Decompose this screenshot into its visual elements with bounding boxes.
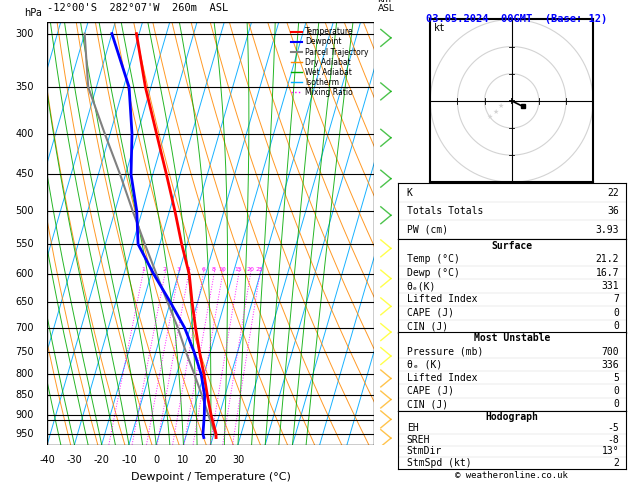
- Text: K: K: [407, 188, 413, 197]
- Text: 7: 7: [377, 133, 384, 143]
- Text: 2: 2: [163, 267, 167, 272]
- Text: 0: 0: [613, 321, 619, 331]
- Text: 750: 750: [16, 347, 34, 357]
- Text: EH: EH: [407, 423, 418, 433]
- Text: CAPE (J): CAPE (J): [407, 386, 454, 396]
- Text: 450: 450: [16, 170, 34, 179]
- Text: 0: 0: [613, 399, 619, 409]
- Text: 36: 36: [607, 206, 619, 216]
- Text: ★: ★: [493, 109, 499, 115]
- Text: θₑ (K): θₑ (K): [407, 360, 442, 370]
- Text: Lifted Index: Lifted Index: [407, 373, 477, 383]
- Text: CIN (J): CIN (J): [407, 321, 448, 331]
- Text: 800: 800: [16, 369, 34, 379]
- Text: -5: -5: [607, 423, 619, 433]
- Text: 3: 3: [177, 267, 181, 272]
- Text: -30: -30: [67, 455, 82, 465]
- Text: 10: 10: [177, 455, 189, 465]
- Text: hPa: hPa: [25, 8, 42, 17]
- Text: 03.05.2024  00GMT  (Base: 12): 03.05.2024 00GMT (Base: 12): [426, 14, 607, 24]
- Text: 500: 500: [16, 206, 34, 216]
- Text: 2: 2: [377, 369, 384, 379]
- Text: -40: -40: [39, 455, 55, 465]
- Text: Temp (°C): Temp (°C): [407, 254, 460, 264]
- Text: StmDir: StmDir: [407, 447, 442, 456]
- Text: 700: 700: [16, 323, 34, 333]
- Text: 8: 8: [377, 82, 384, 92]
- Text: 3.93: 3.93: [596, 225, 619, 235]
- Text: PW (cm): PW (cm): [407, 225, 448, 235]
- Text: 16.7: 16.7: [596, 268, 619, 278]
- Text: 5: 5: [613, 373, 619, 383]
- Text: Mixing Ratio (g/kg): Mixing Ratio (g/kg): [403, 257, 411, 336]
- Text: Dewpoint / Temperature (°C): Dewpoint / Temperature (°C): [131, 472, 291, 482]
- Text: 10: 10: [219, 267, 226, 272]
- Text: -12°00'S  282°07'W  260m  ASL: -12°00'S 282°07'W 260m ASL: [47, 3, 228, 14]
- Text: 900: 900: [16, 410, 34, 420]
- Text: 6: 6: [201, 267, 205, 272]
- Text: CAPE (J): CAPE (J): [407, 308, 454, 318]
- Text: ★: ★: [487, 114, 493, 120]
- Text: 15: 15: [235, 267, 243, 272]
- Text: 7: 7: [613, 295, 619, 304]
- Text: 25: 25: [256, 267, 264, 272]
- Text: 30: 30: [232, 455, 244, 465]
- Text: 650: 650: [16, 297, 34, 307]
- Text: Hodograph: Hodograph: [485, 412, 538, 421]
- Text: 300: 300: [16, 29, 34, 39]
- Text: 550: 550: [16, 239, 34, 249]
- Text: Lifted Index: Lifted Index: [407, 295, 477, 304]
- Text: kt: kt: [433, 23, 445, 33]
- Text: 2: 2: [613, 458, 619, 468]
- Text: StmSpd (kt): StmSpd (kt): [407, 458, 471, 468]
- Text: 6: 6: [377, 185, 384, 194]
- Legend: Temperature, Dewpoint, Parcel Trajectory, Dry Adiabat, Wet Adiabat, Isotherm, Mi: Temperature, Dewpoint, Parcel Trajectory…: [289, 26, 370, 99]
- Text: 336: 336: [601, 360, 619, 370]
- Text: 400: 400: [16, 128, 34, 139]
- Text: ★: ★: [498, 103, 504, 109]
- Text: 4: 4: [187, 267, 191, 272]
- Text: 21.2: 21.2: [596, 254, 619, 264]
- Text: © weatheronline.co.uk: © weatheronline.co.uk: [455, 471, 568, 480]
- Text: 0: 0: [153, 455, 159, 465]
- Text: 4: 4: [377, 269, 384, 279]
- Text: LCL: LCL: [377, 416, 392, 425]
- Text: -20: -20: [94, 455, 109, 465]
- Text: Most Unstable: Most Unstable: [474, 333, 550, 344]
- Text: Pressure (mb): Pressure (mb): [407, 347, 483, 357]
- Text: 700: 700: [601, 347, 619, 357]
- Text: 22: 22: [607, 188, 619, 197]
- Text: 350: 350: [16, 82, 34, 92]
- Text: Totals Totals: Totals Totals: [407, 206, 483, 216]
- Text: 0: 0: [613, 386, 619, 396]
- Text: 1: 1: [377, 412, 384, 422]
- Text: Surface: Surface: [491, 241, 532, 251]
- Text: 600: 600: [16, 269, 34, 279]
- Text: SREH: SREH: [407, 435, 430, 445]
- Text: 850: 850: [16, 390, 34, 400]
- Text: 331: 331: [601, 281, 619, 291]
- Text: km
ASL: km ASL: [377, 0, 394, 14]
- Text: 20: 20: [204, 455, 217, 465]
- Text: 5: 5: [377, 233, 384, 243]
- Text: 20: 20: [247, 267, 254, 272]
- Text: -8: -8: [607, 435, 619, 445]
- Text: 13°: 13°: [601, 447, 619, 456]
- Text: 950: 950: [16, 429, 34, 439]
- Text: 3: 3: [377, 323, 384, 333]
- Text: 0: 0: [613, 308, 619, 318]
- Text: 8: 8: [212, 267, 216, 272]
- Text: CIN (J): CIN (J): [407, 399, 448, 409]
- Text: -10: -10: [121, 455, 137, 465]
- Text: 1: 1: [141, 267, 145, 272]
- Text: Dewp (°C): Dewp (°C): [407, 268, 460, 278]
- Text: θₑ(K): θₑ(K): [407, 281, 436, 291]
